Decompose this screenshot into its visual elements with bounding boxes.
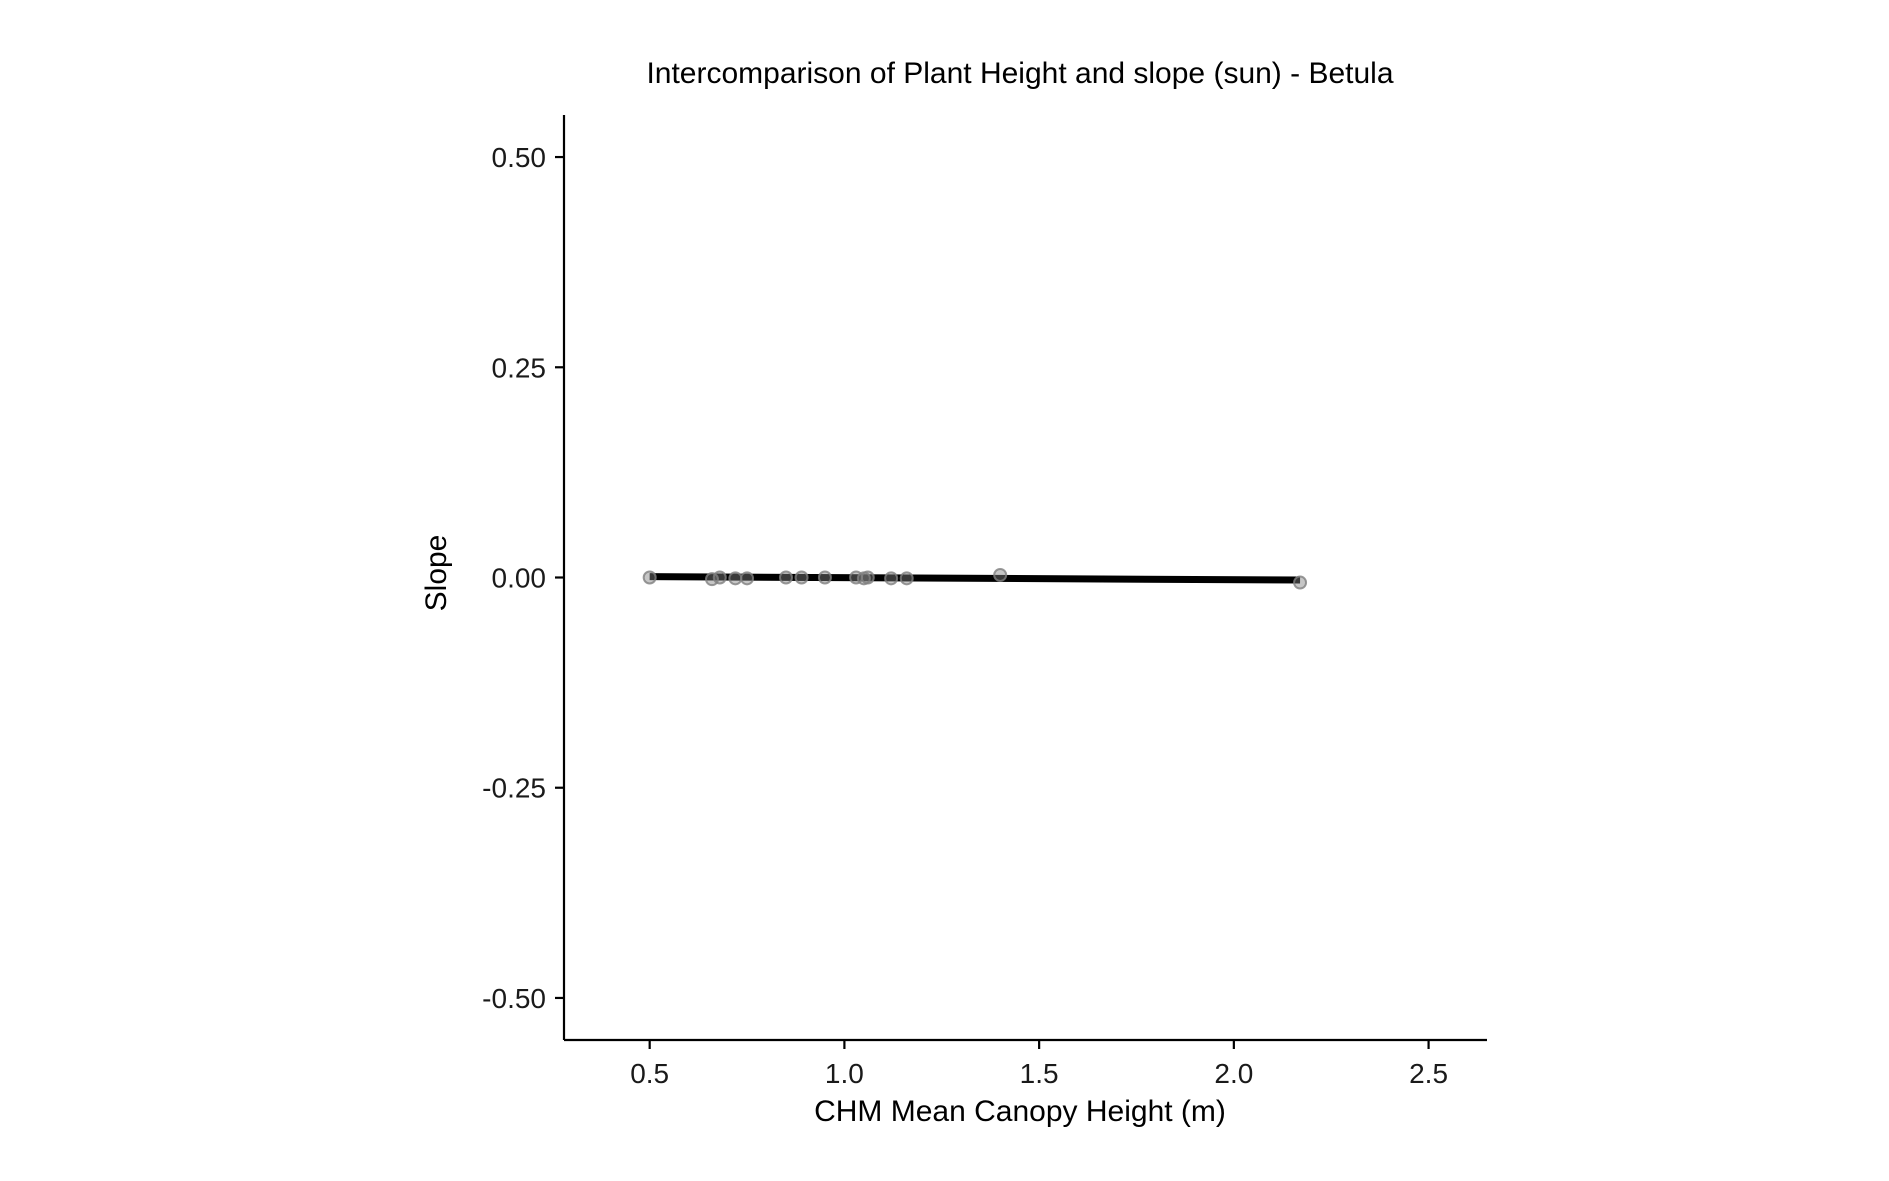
scatter-point — [1293, 575, 1308, 590]
scatter-point — [794, 570, 809, 585]
scatter-point — [817, 570, 832, 585]
scatter-points — [642, 567, 1308, 590]
chart-title: Intercomparison of Plant Height and slop… — [646, 57, 1393, 90]
scatter-point — [712, 570, 727, 585]
scatter-point — [899, 571, 914, 586]
y-tick-label: 0.50 — [492, 142, 547, 173]
x-axis-title: CHM Mean Canopy Height (m) — [814, 1095, 1226, 1128]
x-tick-label: 2.5 — [1409, 1058, 1448, 1089]
scatter-point — [860, 570, 875, 585]
scatter-point — [728, 571, 743, 586]
axes: 0.50 0.25 0.00 -0.25 -0.50 0.5 1.0 1.5 2.0 2.5 — [482, 115, 1487, 1089]
x-tick-label: 1.5 — [1020, 1058, 1059, 1089]
x-tick-label: 0.5 — [630, 1058, 669, 1089]
x-tick-label: 2.0 — [1214, 1058, 1253, 1089]
y-tick-label: 0.25 — [492, 352, 547, 383]
fit-line-group — [649, 573, 1301, 584]
fit-line — [649, 573, 1301, 584]
y-tick-label: 0.00 — [492, 563, 547, 594]
scatter-point — [993, 567, 1008, 582]
y-tick-label: -0.50 — [482, 983, 546, 1014]
scatter-point — [778, 570, 793, 585]
x-tick-label: 1.0 — [825, 1058, 864, 1089]
scatter-point — [740, 571, 755, 586]
scatter-point — [884, 571, 899, 586]
y-axis-title: Slope — [420, 535, 453, 612]
y-tick-label: -0.25 — [482, 773, 546, 804]
scatter-point — [642, 570, 657, 585]
